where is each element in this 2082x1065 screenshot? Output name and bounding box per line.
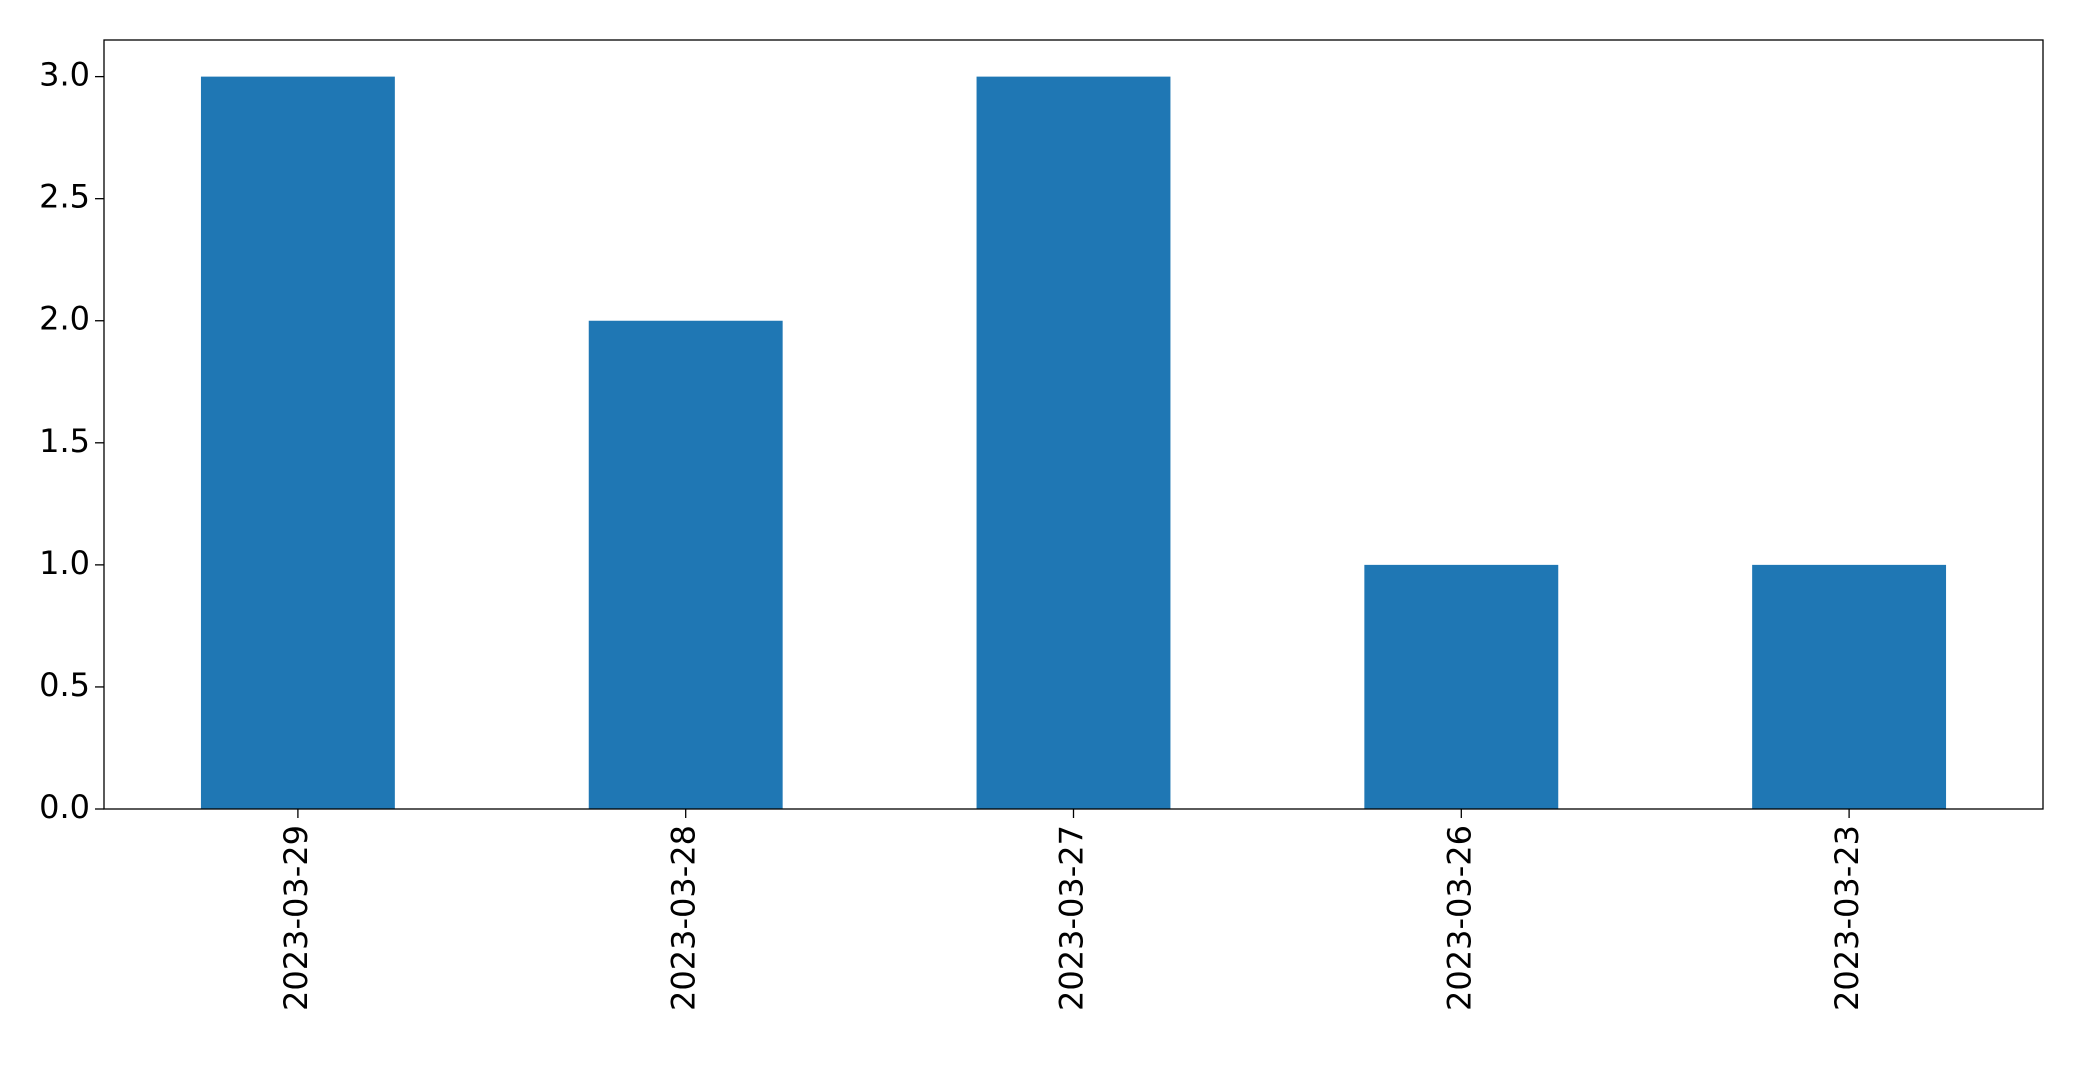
x-tick-label: 2023-03-27 (1053, 825, 1091, 1011)
x-tick-label: 2023-03-26 (1440, 825, 1478, 1011)
x-tick-label: 2023-03-23 (1828, 825, 1866, 1011)
x-tick-label: 2023-03-29 (277, 825, 315, 1011)
plot-frame (103, 39, 2044, 810)
bar (200, 76, 395, 810)
y-tick-label: 0.5 (39, 666, 90, 704)
y-tick-label: 3.0 (39, 56, 90, 94)
x-tick-label: 2023-03-28 (665, 825, 703, 1011)
bar (588, 320, 783, 809)
y-tick-label: 2.5 (39, 178, 90, 216)
y-tick-label: 2.0 (39, 300, 90, 338)
bar (976, 76, 1171, 810)
bar (1752, 564, 1947, 809)
y-tick-label: 1.5 (39, 422, 90, 460)
y-tick-label: 1.0 (39, 544, 90, 582)
bar (1364, 564, 1559, 809)
y-tick-label: 0.0 (39, 788, 90, 826)
